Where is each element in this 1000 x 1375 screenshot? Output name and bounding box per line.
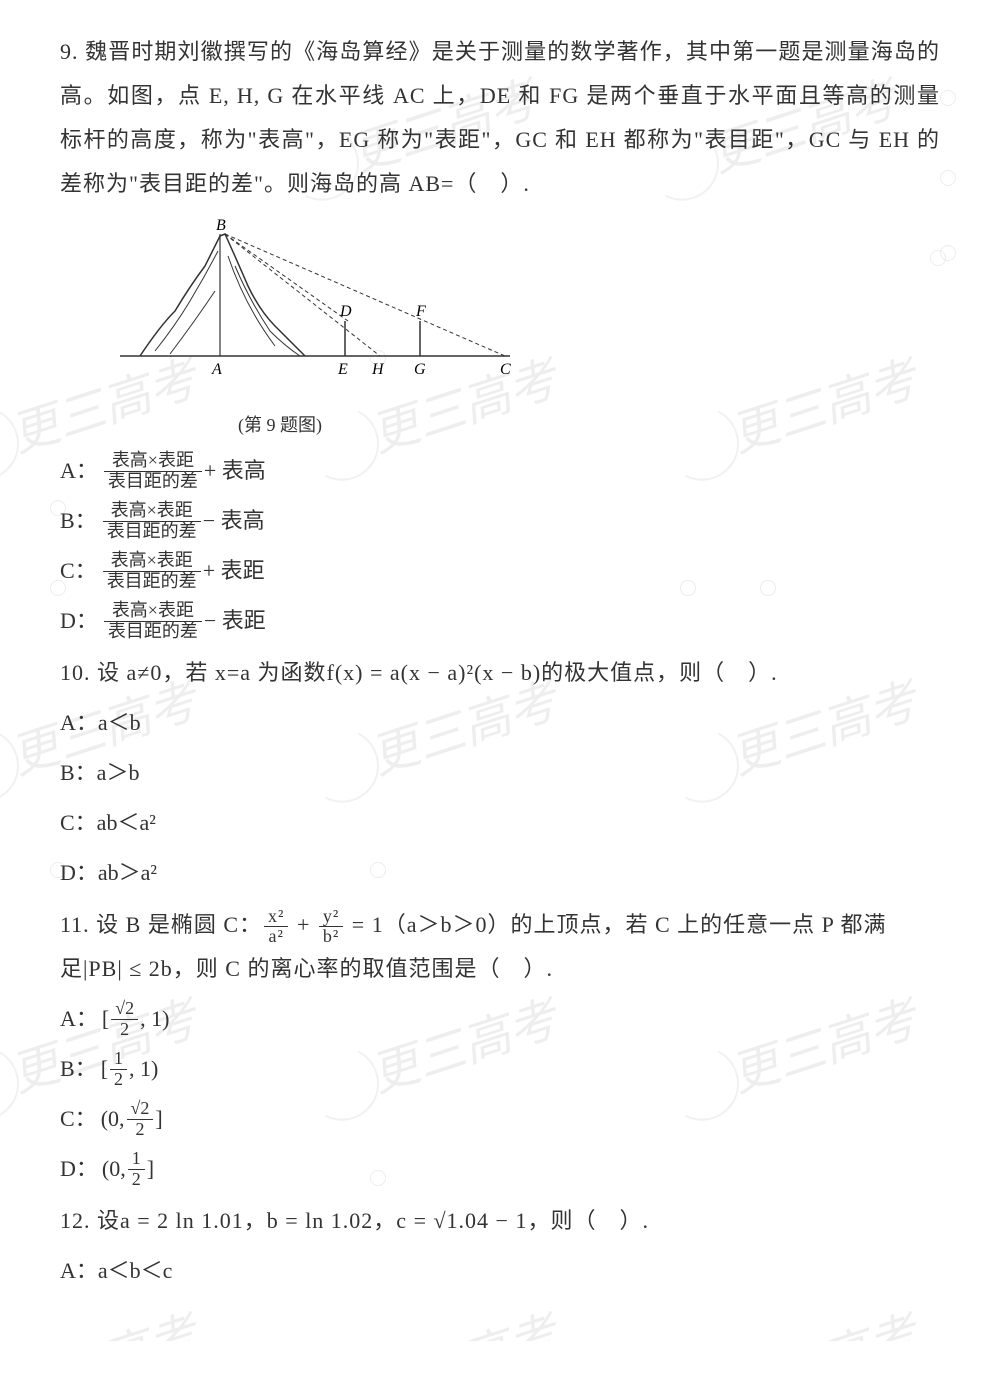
question-12: 12. 设a = 2 ln 1.01，b = ln 1.02，c = √1.04…: [60, 1199, 940, 1293]
svg-text:C: C: [500, 361, 511, 378]
q11-option-a: A： [ √22 , 1): [60, 997, 940, 1041]
question-11: 11. 设 B 是椭圆 C：x²a² + y²b² = 1（a＞b＞0）的上顶点…: [60, 903, 940, 1191]
fraction: 表高×表距 表目距的差: [104, 451, 202, 492]
q9-option-d: D： 表高×表距 表目距的差 − 表距: [60, 599, 940, 643]
fraction: y²b²: [319, 907, 343, 948]
q12-text: 12. 设a = 2 ln 1.01，b = ln 1.02，c = √1.04…: [60, 1199, 940, 1243]
q9-text: 9. 魏晋时期刘徽撰写的《海岛算经》是关于测量的数学著作，其中第一题是测量海岛的…: [60, 30, 940, 206]
q11-text-line2: 足|PB| ≤ 2b，则 C 的离心率的取值范围是（ ）.: [60, 947, 940, 991]
fraction: 表高×表距 表目距的差: [103, 551, 201, 592]
q9-option-a: A： 表高×表距 表目距的差 + 表高: [60, 449, 940, 493]
q9-figure: B A D E H F G C (第 9 题图): [100, 216, 940, 443]
svg-text:A: A: [211, 361, 222, 378]
svg-text:D: D: [339, 303, 352, 320]
fraction: x²a²: [264, 907, 288, 948]
island-diagram: B A D E H F G C: [100, 216, 520, 386]
fraction: 表高×表距 表目距的差: [104, 601, 202, 642]
svg-text:G: G: [414, 361, 426, 378]
q10-text: 10. 设 a≠0，若 x=a 为函数f(x) = a(x − a)²(x − …: [60, 651, 940, 695]
q12-option-a: A：a＜b＜c: [60, 1249, 940, 1293]
q10-option-d: D：ab＞a²: [60, 851, 940, 895]
q10-option-a: A：a＜b: [60, 701, 940, 745]
question-10: 10. 设 a≠0，若 x=a 为函数f(x) = a(x − a)²(x − …: [60, 651, 940, 895]
q11-text-line1: 11. 设 B 是椭圆 C：x²a² + y²b² = 1（a＞b＞0）的上顶点…: [60, 903, 940, 947]
q10-options: A：a＜b B：a＞b C：ab＜a² D：ab＞a²: [60, 701, 940, 895]
q11-options: A： [ √22 , 1) B： [ 12 , 1) C： (0, √22 ] …: [60, 997, 940, 1191]
svg-text:H: H: [371, 361, 385, 378]
fraction: 表高×表距 表目距的差: [103, 501, 201, 542]
svg-text:F: F: [415, 303, 426, 320]
q10-option-b: B：a＞b: [60, 751, 940, 795]
q9-option-c: C： 表高×表距 表目距的差 + 表距: [60, 549, 940, 593]
svg-text:B: B: [216, 217, 226, 234]
q10-option-c: C：ab＜a²: [60, 801, 940, 845]
q9-caption: (第 9 题图): [100, 407, 460, 443]
q11-option-b: B： [ 12 , 1): [60, 1047, 940, 1091]
svg-text:E: E: [337, 361, 348, 378]
q9-options: A： 表高×表距 表目距的差 + 表高 B： 表高×表距 表目距的差 − 表高 …: [60, 449, 940, 643]
q11-option-c: C： (0, √22 ]: [60, 1097, 940, 1141]
q9-option-b: B： 表高×表距 表目距的差 − 表高: [60, 499, 940, 543]
q11-option-d: D： (0, 12 ]: [60, 1147, 940, 1191]
q12-options: A：a＜b＜c: [60, 1249, 940, 1293]
question-9: 9. 魏晋时期刘徽撰写的《海岛算经》是关于测量的数学著作，其中第一题是测量海岛的…: [60, 30, 940, 643]
